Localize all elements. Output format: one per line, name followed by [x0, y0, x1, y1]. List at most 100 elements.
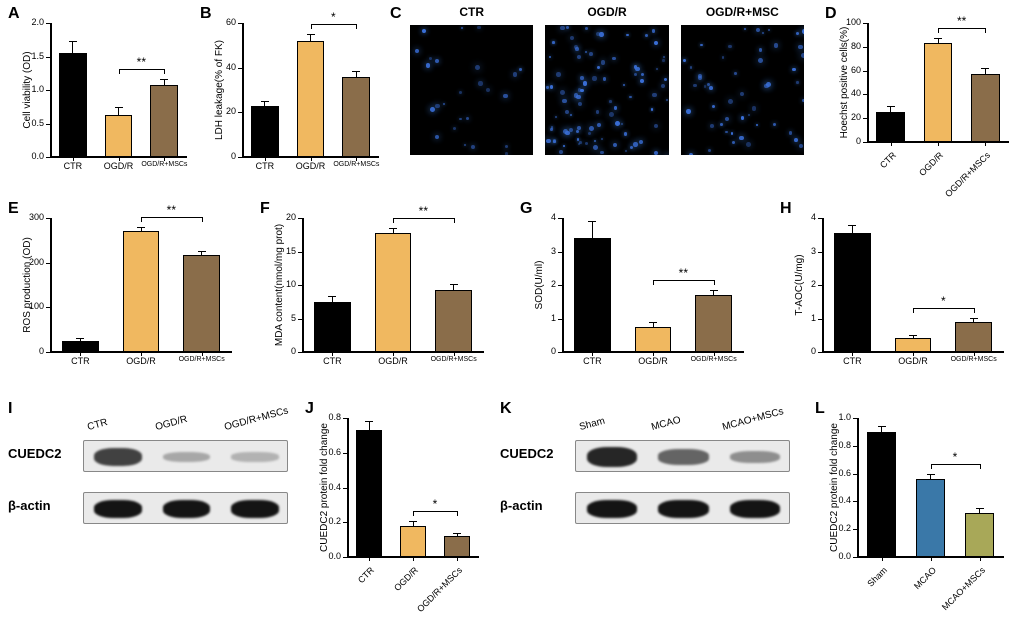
significance-label: *: [945, 450, 965, 464]
y-axis-label: T-AOC(U/mg): [794, 218, 805, 352]
chart-area: 01234SOD(U/ml)CTROGD/ROGD/R+MSCs**: [562, 218, 744, 352]
panel-B: B0204060LDH leakage(% of FK)CTROGD/ROGD/…: [200, 5, 385, 175]
panel-H: H01234T-AOC(U/mg)CTROGD/ROGD/R+MSCs*: [780, 200, 1010, 370]
y-axis-label: Cell viability (OD): [22, 23, 33, 157]
chart-area: 05101520MDA content(nmol/mg prot)CTROGD/…: [302, 218, 484, 352]
x-tick-label: OGD/R: [288, 161, 334, 171]
panel-label: K: [500, 400, 512, 418]
y-axis-label: ROS production (OD): [22, 218, 33, 352]
x-tick-label: CTR: [562, 356, 623, 366]
blot-lane-label: MCAO+MSCs: [721, 406, 785, 433]
y-axis-label: CUEDC2 protein fold change: [319, 418, 330, 557]
chart-area: 0.00.51.01.52.0Cell viability (OD)CTROGD…: [50, 23, 187, 157]
bar: [400, 526, 426, 557]
panel-G: G01234SOD(U/ml)CTROGD/ROGD/R+MSCs**: [520, 200, 750, 370]
chart-area: 0204060LDH leakage(% of FK)CTROGD/ROGD/R…: [242, 23, 379, 157]
bar: [965, 513, 994, 557]
x-tick-label: CTR: [302, 356, 363, 366]
x-tick-label: OGD/R: [883, 356, 944, 366]
microscopy-title: OGD/R+MSC: [681, 5, 804, 19]
microscopy-image: [410, 25, 533, 155]
blot-protein-label: β-actin: [500, 498, 543, 513]
panel-J: J0.00.20.40.60.8CUEDC2 protein fold chan…: [305, 400, 485, 605]
significance-label: **: [952, 14, 972, 28]
y-axis-label: LDH leakage(% of FK): [214, 23, 225, 157]
bar: [916, 479, 945, 557]
significance-label: *: [323, 10, 343, 24]
blot-strip: [575, 492, 790, 524]
x-tick-label: OGD/R: [111, 356, 172, 366]
chart-area: 0.00.20.40.60.81.0CUEDC2 protein fold ch…: [857, 418, 1004, 557]
bar: [251, 106, 278, 157]
bar: [105, 115, 132, 157]
bar: [955, 322, 991, 352]
panel-E: E0100200300ROS production (OD)CTROGD/ROG…: [8, 200, 238, 370]
x-tick-label: CTR: [822, 356, 883, 366]
panel-A: A0.00.51.01.52.0Cell viability (OD)CTROG…: [8, 5, 193, 175]
panel-I: I CTR OGD/R OGD/R+MSCs CUEDC2 β-actin: [8, 400, 298, 600]
microscopy-image: [681, 25, 804, 155]
significance-label: *: [933, 294, 953, 308]
bar: [574, 238, 610, 352]
x-tick-label: OGD/R+MSCs: [683, 356, 744, 363]
bar: [435, 290, 471, 352]
significance-label: **: [161, 203, 181, 217]
blot-strip: [83, 492, 288, 524]
microscopy-image: [545, 25, 668, 155]
blot-lane-label: OGD/R+MSCs: [223, 405, 289, 433]
bar: [375, 233, 411, 352]
bar: [342, 77, 369, 157]
chart-area: 01234T-AOC(U/mg)CTROGD/ROGD/R+MSCs*: [822, 218, 1004, 352]
microscopy-title: OGD/R: [545, 5, 668, 19]
bar: [356, 430, 382, 557]
bar: [297, 41, 324, 157]
microscopy-title: CTR: [410, 5, 533, 19]
x-tick-label: OGD/R+MSCs: [333, 161, 379, 168]
bar: [834, 233, 870, 352]
chart-area: 020406080100Hoechst positive cells(%)CTR…: [867, 23, 1009, 142]
bar: [444, 536, 470, 557]
bar: [62, 341, 98, 352]
bar: [695, 295, 731, 352]
x-tick-label: OGD/R+MSCs: [423, 356, 484, 363]
blot-lane-label: OGD/R: [154, 414, 189, 433]
blot-lane-label: CTR: [86, 417, 109, 433]
bar: [924, 43, 952, 142]
x-tick-label: CTR: [242, 161, 288, 171]
bar: [867, 432, 896, 557]
y-axis-label: MDA content(nmol/mg prot): [274, 218, 285, 352]
y-axis-label: CUEDC2 protein fold change: [829, 418, 840, 557]
bar: [183, 255, 219, 352]
blot-lane-label: Sham: [578, 416, 606, 433]
blot-protein-label: β-actin: [8, 498, 51, 513]
x-tick-label: OGD/R+MSCs: [171, 356, 232, 363]
blot-strip: [83, 440, 288, 472]
bar: [123, 231, 159, 352]
y-axis-label: SOD(U/ml): [534, 218, 545, 352]
chart-area: 0100200300ROS production (OD)CTROGD/ROGD…: [50, 218, 232, 352]
bar: [59, 53, 86, 157]
chart-area: 0.00.20.40.60.8CUEDC2 protein fold chang…: [347, 418, 479, 557]
bar: [314, 302, 350, 352]
panel-F: F05101520MDA content(nmol/mg prot)CTROGD…: [260, 200, 490, 370]
x-tick-label: OGD/R: [623, 356, 684, 366]
x-tick-label: CTR: [50, 356, 111, 366]
significance-label: *: [425, 497, 445, 511]
figure-grid: A0.00.51.01.52.0Cell viability (OD)CTROG…: [0, 0, 1020, 613]
y-axis-label: Hoechst positive cells(%): [839, 23, 850, 142]
x-tick-label: CTR: [50, 161, 96, 171]
significance-label: **: [413, 204, 433, 218]
blot-protein-label: CUEDC2: [8, 446, 61, 461]
significance-label: **: [673, 266, 693, 280]
panel-K: KShamMCAOMCAO+MSCsCUEDC2β-actin: [500, 400, 800, 600]
panel-label: C: [390, 5, 402, 23]
bar: [971, 74, 999, 142]
x-tick-label: OGD/R: [363, 356, 424, 366]
bar: [635, 327, 671, 352]
panel-C: C CTR OGD/R OGD/R+MSC: [390, 5, 820, 165]
panel-label: I: [8, 400, 12, 418]
x-tick-label: OGD/R: [96, 161, 142, 171]
bar: [895, 338, 931, 352]
panel-D: D020406080100Hoechst positive cells(%)CT…: [825, 5, 1015, 190]
panel-L: L0.00.20.40.60.81.0CUEDC2 protein fold c…: [815, 400, 1010, 605]
